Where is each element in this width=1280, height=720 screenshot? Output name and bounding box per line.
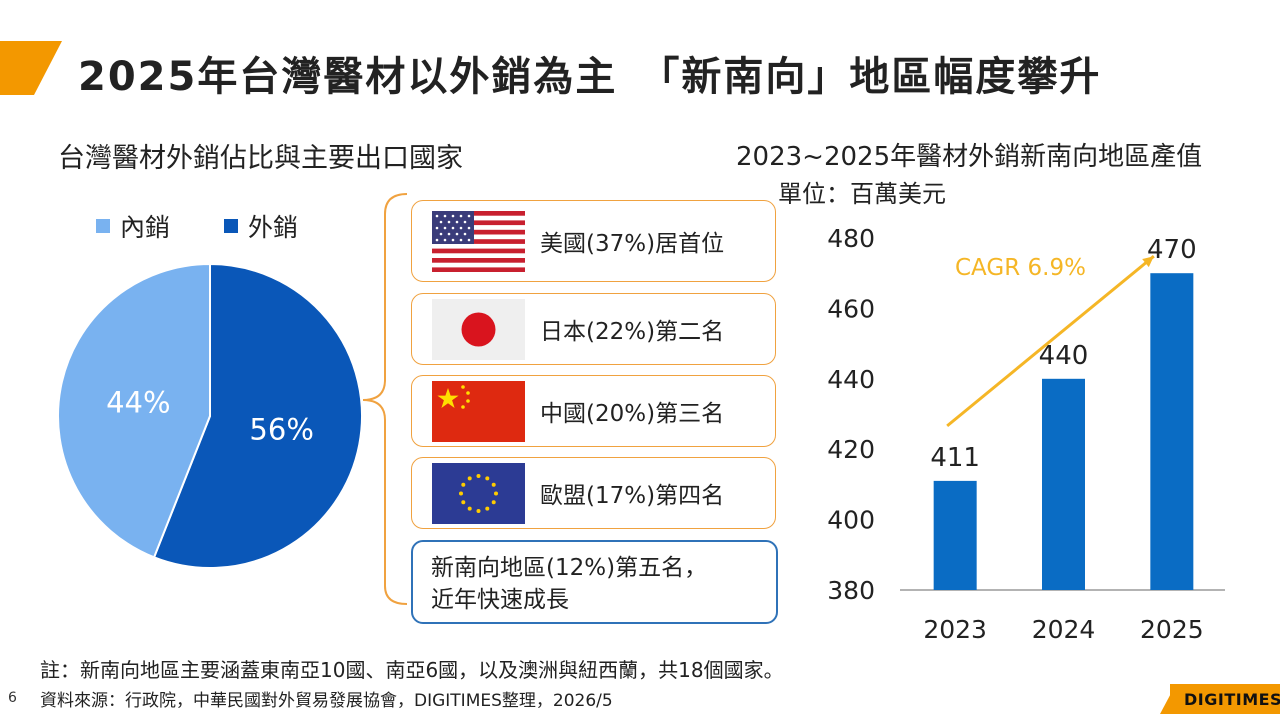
cagr-label: CAGR 6.9% xyxy=(955,255,1086,281)
y-tick-label: 440 xyxy=(827,365,875,394)
japan-flag-icon xyxy=(432,299,525,360)
destination-card-usa: 美國(37%)居首位 xyxy=(411,200,776,282)
china-flag-icon xyxy=(432,381,525,442)
bar-2023 xyxy=(933,480,977,590)
bar-chart-unit: 單位：百萬美元 xyxy=(778,180,946,208)
pie-label-domestic: 44% xyxy=(106,385,170,419)
pie-label-export: 56% xyxy=(249,413,313,447)
bar-value-label: 470 xyxy=(1147,235,1197,265)
destination-card-japan: 日本(22%)第二名 xyxy=(411,293,776,365)
y-tick-label: 420 xyxy=(827,435,875,464)
y-tick-label: 480 xyxy=(827,224,875,253)
legend-item-export: 外銷 xyxy=(224,208,298,244)
legend-item-domestic: 內銷 xyxy=(96,208,170,244)
destination-card-new-southbound: 新南向地區(12%)第五名， 近年快速成長 xyxy=(411,540,778,624)
page-number: 6 xyxy=(8,690,17,706)
y-tick-label: 400 xyxy=(827,506,875,535)
destination-label-eu: 歐盟(17%)第四名 xyxy=(540,483,725,509)
x-tick-label: 2025 xyxy=(1140,615,1204,644)
pie-slice-export xyxy=(152,262,363,569)
destination-label-china: 中國(20%)第三名 xyxy=(540,401,725,427)
legend-swatch-export xyxy=(224,219,238,233)
cagr-arrow-head xyxy=(1142,256,1154,268)
eu-flag-icon xyxy=(432,463,525,524)
y-tick-label: 380 xyxy=(827,576,875,605)
page-title: 2025年台灣醫材以外銷為主 「新南向」地區幅度攀升 xyxy=(78,54,1102,100)
x-tick-label: 2023 xyxy=(923,615,987,644)
digitimes-logo xyxy=(1170,684,1280,714)
destination-label-usa: 美國(37%)居首位 xyxy=(540,231,725,257)
legend-label-domestic: 內銷 xyxy=(120,213,171,242)
pie-slice-domestic xyxy=(57,262,211,559)
bracket xyxy=(362,193,408,605)
footnote: 註：新南向地區主要涵蓋東南亞10國、南亞6國，以及澳洲與紐西蘭，共18個國家。 xyxy=(40,658,784,682)
destination-card-eu: 歐盟(17%)第四名 xyxy=(411,457,776,529)
bar-2024 xyxy=(1042,378,1085,590)
pie-chart: 56% 44% xyxy=(57,262,363,569)
title-accent-slant xyxy=(34,41,62,95)
bar-chart: 380400420440460480411202344020244702025C… xyxy=(827,224,1225,644)
bar-value-label: 411 xyxy=(930,443,980,473)
legend-label-export: 外銷 xyxy=(248,213,299,242)
destination-card-china: 中國(20%)第三名 xyxy=(411,375,776,447)
bar-2025 xyxy=(1150,273,1194,590)
title-accent-bar xyxy=(0,41,34,95)
destination-label-japan: 日本(22%)第二名 xyxy=(540,319,725,345)
x-tick-label: 2024 xyxy=(1032,615,1096,644)
pie-chart-title: 台灣醫材外銷佔比與主要出口國家 xyxy=(58,143,463,174)
destination-label-new-southbound: 新南向地區(12%)第五名， 近年快速成長 xyxy=(431,555,708,613)
y-tick-label: 460 xyxy=(827,294,875,323)
source-note: 資料來源：行政院，中華民國對外貿易發展協會，DIGITIMES整理，2026/5 xyxy=(40,691,613,711)
bar-chart-title: 2023~2025年醫材外銷新南向地區產值 xyxy=(736,142,1203,172)
legend-swatch-domestic xyxy=(96,219,110,233)
us-flag-icon xyxy=(432,211,525,272)
cagr-arrow-line xyxy=(946,255,1155,428)
digitimes-logo-text: DIGITIMES xyxy=(1184,690,1280,709)
